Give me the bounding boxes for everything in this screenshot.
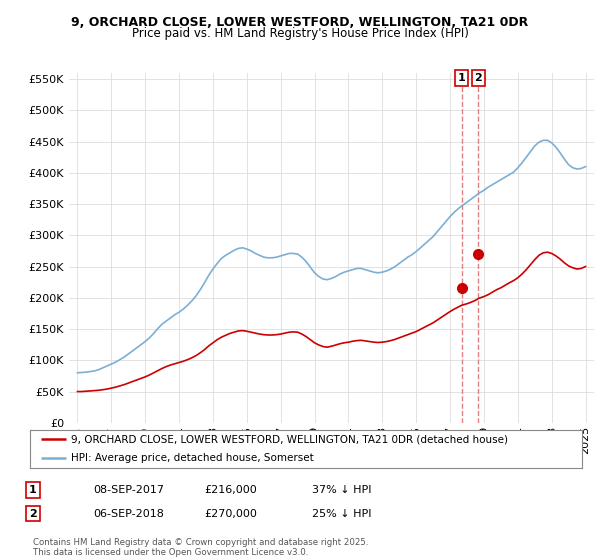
Text: 06-SEP-2018: 06-SEP-2018 [93,508,164,519]
Text: 37% ↓ HPI: 37% ↓ HPI [312,485,371,495]
Text: 25% ↓ HPI: 25% ↓ HPI [312,508,371,519]
Text: 9, ORCHARD CLOSE, LOWER WESTFORD, WELLINGTON, TA21 0DR: 9, ORCHARD CLOSE, LOWER WESTFORD, WELLIN… [71,16,529,29]
Text: £216,000: £216,000 [204,485,257,495]
Text: 2: 2 [475,73,482,83]
Text: £270,000: £270,000 [204,508,257,519]
Text: 2: 2 [29,508,37,519]
Text: 1: 1 [458,73,466,83]
Text: 9, ORCHARD CLOSE, LOWER WESTFORD, WELLINGTON, TA21 0DR (detached house): 9, ORCHARD CLOSE, LOWER WESTFORD, WELLIN… [71,435,508,445]
Text: Contains HM Land Registry data © Crown copyright and database right 2025.
This d: Contains HM Land Registry data © Crown c… [33,538,368,557]
Text: HPI: Average price, detached house, Somerset: HPI: Average price, detached house, Some… [71,454,314,464]
Text: Price paid vs. HM Land Registry's House Price Index (HPI): Price paid vs. HM Land Registry's House … [131,27,469,40]
Text: 1: 1 [29,485,37,495]
Text: 08-SEP-2017: 08-SEP-2017 [93,485,164,495]
